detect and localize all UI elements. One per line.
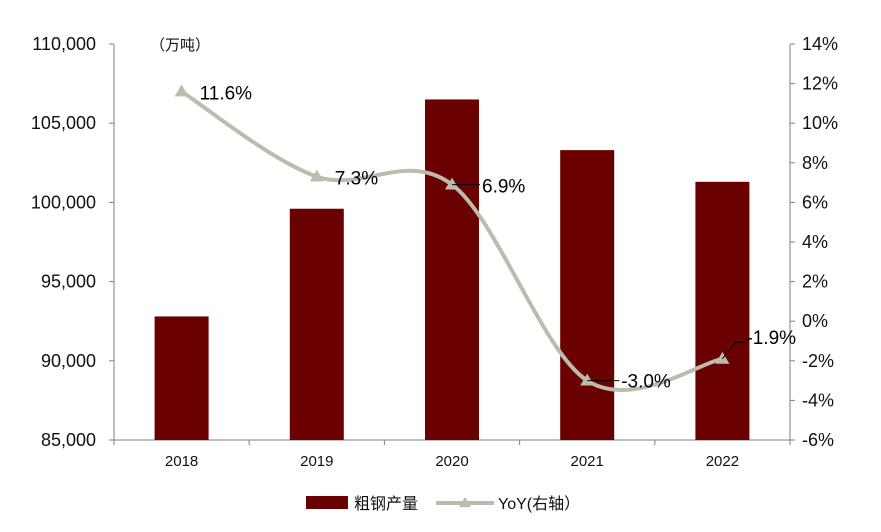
- yoy-data-label: 7.3%: [335, 169, 378, 190]
- x-axis-tick-label: 2021: [571, 453, 604, 470]
- right-axis-tick-label: 4%: [802, 232, 828, 252]
- x-axis-tick-label: 2022: [706, 453, 739, 470]
- line-series: [174, 84, 730, 392]
- legend-line-marker: [459, 497, 471, 508]
- right-axis-tick-label: -4%: [802, 390, 834, 410]
- bar-2020: [425, 99, 479, 440]
- legend-line-label: YoY(右轴）: [498, 495, 580, 513]
- right-axis-tick-label: 8%: [802, 153, 828, 173]
- left-axis-tick-label: 105,000: [31, 113, 96, 133]
- right-axis-tick-label: 12%: [802, 74, 838, 94]
- left-axis-tick-label: 95,000: [41, 272, 96, 292]
- yoy-data-label: -1.9%: [746, 328, 796, 349]
- yoy-marker-2020: [445, 177, 459, 190]
- bar-2021: [560, 150, 615, 441]
- yoy-marker-2022: [715, 351, 730, 364]
- left-axis-tick-label: 90,000: [41, 351, 96, 371]
- left-axis-unit-label: （万吨）: [150, 37, 210, 54]
- right-axis-tick-label: 14%: [802, 34, 838, 54]
- left-axis-tick-label: 100,000: [31, 192, 96, 212]
- left-axis-tick-label: 110,000: [32, 34, 96, 54]
- yoy-marker-2018: [174, 84, 189, 97]
- yoy-marker-2021: [580, 373, 595, 386]
- x-axis-tick-label: 2020: [435, 453, 468, 470]
- legend: 粗钢产量 YoY(右轴）: [306, 495, 580, 513]
- data-label-leader: [722, 341, 745, 360]
- right-axis-tick-label: 2%: [802, 272, 828, 292]
- data-labels: 11.6% 7.3% 6.9% -3.0% -1.9%: [200, 84, 797, 393]
- right-axis-tick-label: 10%: [802, 113, 838, 133]
- bar-series: [154, 99, 750, 441]
- bar-2022: [695, 181, 750, 441]
- right-axis-tick-label: -2%: [802, 351, 834, 371]
- x-axis-tick-label: 2019: [300, 453, 333, 470]
- yoy-data-label: 6.9%: [482, 177, 525, 198]
- legend-bar-label: 粗钢产量: [354, 495, 418, 513]
- yoy-data-label: 11.6%: [200, 84, 253, 105]
- right-axis-tick-label: 0%: [802, 311, 828, 331]
- x-axis-tick-label: 2018: [165, 453, 198, 470]
- axes: 85,000 90,000 95,000 100,000 105,000 110,000 -…: [31, 34, 838, 470]
- right-axis-tick-label: 6%: [802, 192, 828, 212]
- yoy-marker-2019: [309, 169, 324, 182]
- bar-2018: [154, 316, 209, 440]
- left-axis-tick-label: 85,000: [41, 430, 96, 450]
- legend-bar-swatch: [306, 496, 348, 509]
- right-axis-tick-label: -6%: [802, 430, 834, 450]
- bar-2019: [289, 208, 344, 440]
- yoy-data-label: -3.0%: [621, 372, 671, 393]
